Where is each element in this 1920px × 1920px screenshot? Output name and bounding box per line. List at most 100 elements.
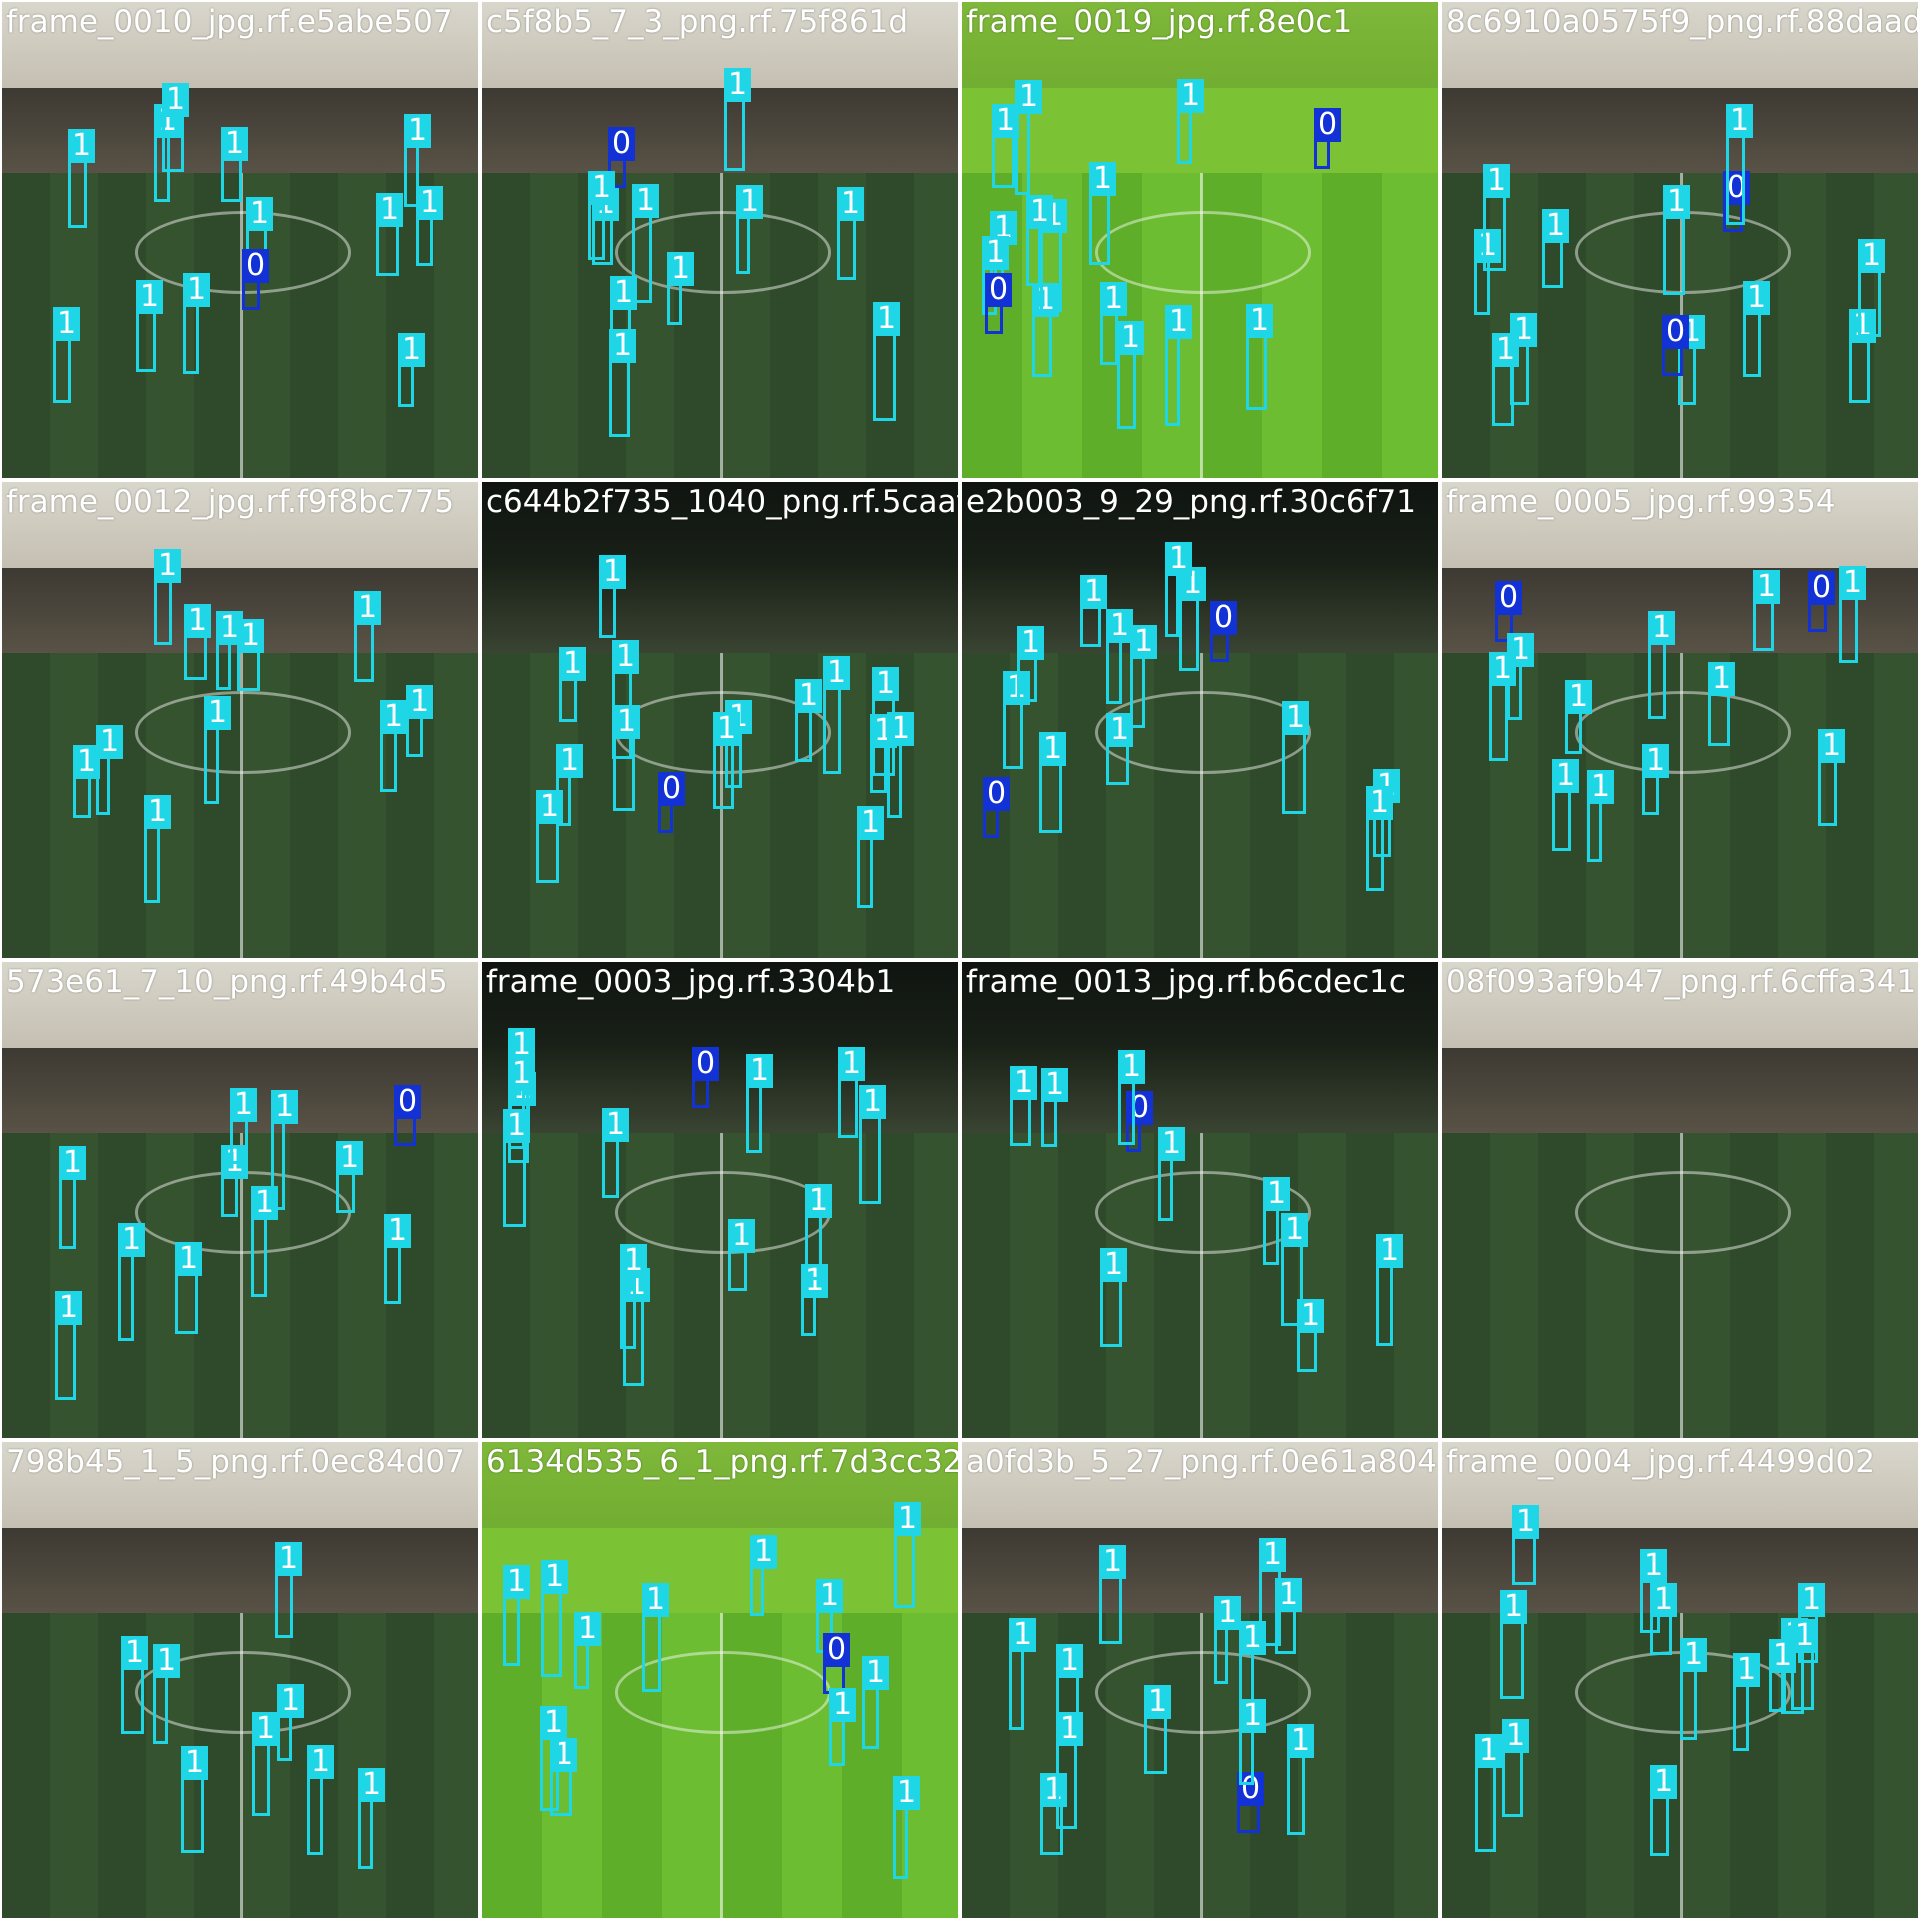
detection-box-class-1: 1 — [1818, 729, 1846, 826]
detection-class-label: 0 — [823, 1633, 851, 1667]
detection-class-label: 1 — [1650, 1583, 1678, 1617]
detection-box-class-1: 1 — [574, 1612, 602, 1689]
scene-centerline — [1200, 173, 1203, 478]
detection-class-label: 1 — [1239, 1699, 1267, 1733]
detection-class-label: 0 — [1495, 581, 1523, 615]
detection-class-label: 1 — [136, 280, 164, 314]
detection-class-label: 1 — [1587, 770, 1615, 804]
detection-class-label: 1 — [1056, 1644, 1084, 1678]
detection-class-label: 1 — [1106, 713, 1134, 747]
scene-centerline — [240, 1613, 243, 1918]
detection-box-class-0: 0 — [658, 772, 686, 833]
detection-class-label: 0 — [608, 127, 636, 161]
detection-class-label: 1 — [736, 185, 764, 219]
detection-box-class-1: 1 — [588, 171, 616, 260]
detection-box-class-1: 1 — [1041, 1068, 1069, 1147]
detection-class-label: 1 — [1158, 1127, 1186, 1161]
detection-box-class-0: 0 — [983, 777, 1011, 838]
detection-box-class-1: 1 — [823, 656, 851, 774]
detection-class-label: 1 — [503, 1109, 531, 1143]
detection-box-class-1: 1 — [1106, 713, 1134, 785]
detection-class-label: 1 — [1099, 1545, 1127, 1579]
detection-box-class-1: 1 — [536, 790, 564, 883]
detection-class-label: 1 — [559, 647, 587, 681]
detection-class-label: 1 — [183, 273, 211, 307]
mosaic-tile: 1 1 1 1 1 0 1 1 1 1 1 1 1 6134d535_6_1_png.rf.7d3cc32 — [482, 1442, 958, 1918]
detection-class-label: 1 — [153, 1644, 181, 1678]
detection-box-class-1: 1 — [1565, 680, 1593, 754]
tile-filename: frame_0005_jpg.rf.99354 — [1446, 484, 1836, 520]
detection-box-class-0: 0 — [1495, 581, 1523, 642]
mosaic-tile: 08f093af9b47_png.rf.6cffa341 — [1442, 962, 1918, 1438]
detection-box-class-1: 1 — [221, 1145, 249, 1217]
detection-class-label: 1 — [1100, 282, 1128, 316]
detection-class-label: 1 — [574, 1612, 602, 1646]
tile-filename: frame_0019_jpg.rf.8e0c1 — [966, 4, 1353, 40]
detection-class-label: 1 — [599, 555, 627, 589]
detection-box-class-1: 1 — [1733, 1653, 1761, 1751]
mosaic-tile: 1 1 1 1 0 1 1 1 1 1 1 0 1 1 1 frame_0019_jpg.rf.8e0c1 — [962, 2, 1438, 478]
detection-class-label: 1 — [508, 1057, 536, 1091]
detection-class-label: 1 — [1642, 744, 1670, 778]
detection-class-label: 0 — [1808, 571, 1836, 605]
detection-class-label: 1 — [1743, 281, 1771, 315]
detection-box-class-1: 1 — [801, 1264, 829, 1336]
detection-class-label: 1 — [1263, 1177, 1291, 1211]
detection-box-class-1: 1 — [1663, 185, 1691, 295]
detection-box-class-1: 1 — [713, 712, 741, 809]
scene-stand — [482, 87, 958, 174]
detection-class-label: 1 — [1282, 701, 1310, 735]
detection-box-class-1: 1 — [1542, 209, 1570, 288]
detection-class-label: 1 — [1858, 239, 1886, 273]
detection-class-label: 1 — [1839, 566, 1867, 600]
scene-circle — [1575, 691, 1791, 774]
detection-box-class-1: 1 — [503, 1109, 531, 1227]
detection-class-label: 1 — [894, 1502, 922, 1536]
detection-box-class-1: 1 — [1743, 281, 1771, 377]
detection-class-label: 1 — [59, 1146, 87, 1180]
detection-box-class-0: 0 — [985, 273, 1013, 334]
detection-box-class-1: 1 — [252, 1712, 280, 1816]
detection-class-label: 1 — [1041, 1068, 1069, 1102]
detection-box-class-1: 1 — [53, 307, 81, 403]
detection-box-class-1: 1 — [1239, 1621, 1267, 1721]
scene-circle — [135, 691, 351, 774]
scene-centerline — [240, 1133, 243, 1438]
detection-box-class-1: 1 — [1263, 1177, 1291, 1265]
detection-class-label: 1 — [540, 1706, 568, 1740]
detection-box-class-1: 1 — [277, 1684, 305, 1761]
detection-box-class-1: 1 — [859, 1085, 887, 1204]
detection-box-class-1: 1 — [838, 1047, 866, 1138]
detection-box-class-1: 1 — [1100, 1248, 1128, 1347]
detection-class-label: 1 — [181, 1746, 209, 1780]
detection-box-class-1: 1 — [1080, 575, 1108, 647]
detection-box-class-1: 1 — [602, 1108, 630, 1198]
detection-class-label: 1 — [805, 1184, 833, 1218]
tile-filename: 6134d535_6_1_png.rf.7d3cc32 — [486, 1444, 958, 1480]
detection-class-label: 1 — [1089, 162, 1117, 196]
detection-class-label: 0 — [242, 249, 270, 283]
detection-box-class-0: 0 — [242, 249, 270, 310]
detection-box-class-0: 0 — [1210, 601, 1238, 662]
detection-box-class-1: 1 — [1500, 1590, 1528, 1699]
detection-box-class-1: 1 — [153, 1644, 181, 1744]
detection-class-label: 1 — [801, 1264, 829, 1298]
detection-class-label: 1 — [1475, 1734, 1503, 1768]
detection-box-class-1: 1 — [1650, 1765, 1678, 1856]
detection-box-class-1: 1 — [55, 1291, 83, 1400]
scene-stand — [482, 1047, 958, 1134]
detection-class-label: 1 — [838, 1047, 866, 1081]
mosaic-tile: 1 1 0 1 1 1 1 1 0 1 1 1 1 frame_0005_jpg.rf.99354 — [1442, 482, 1918, 958]
detection-class-label: 1 — [893, 1776, 921, 1810]
detection-class-label: 1 — [1165, 305, 1193, 339]
scene-circle — [615, 211, 831, 294]
detection-class-label: 1 — [1106, 609, 1134, 643]
detection-box-class-1: 1 — [237, 619, 265, 691]
detection-class-label: 1 — [642, 1583, 670, 1617]
detection-box-class-1: 1 — [642, 1583, 670, 1692]
detection-box-class-1: 1 — [1089, 162, 1117, 265]
detection-box-class-1: 1 — [736, 185, 764, 274]
detection-box-class-1: 1 — [1489, 652, 1517, 761]
detection-class-label: 1 — [667, 252, 695, 286]
detection-box-class-1: 1 — [816, 1579, 844, 1653]
